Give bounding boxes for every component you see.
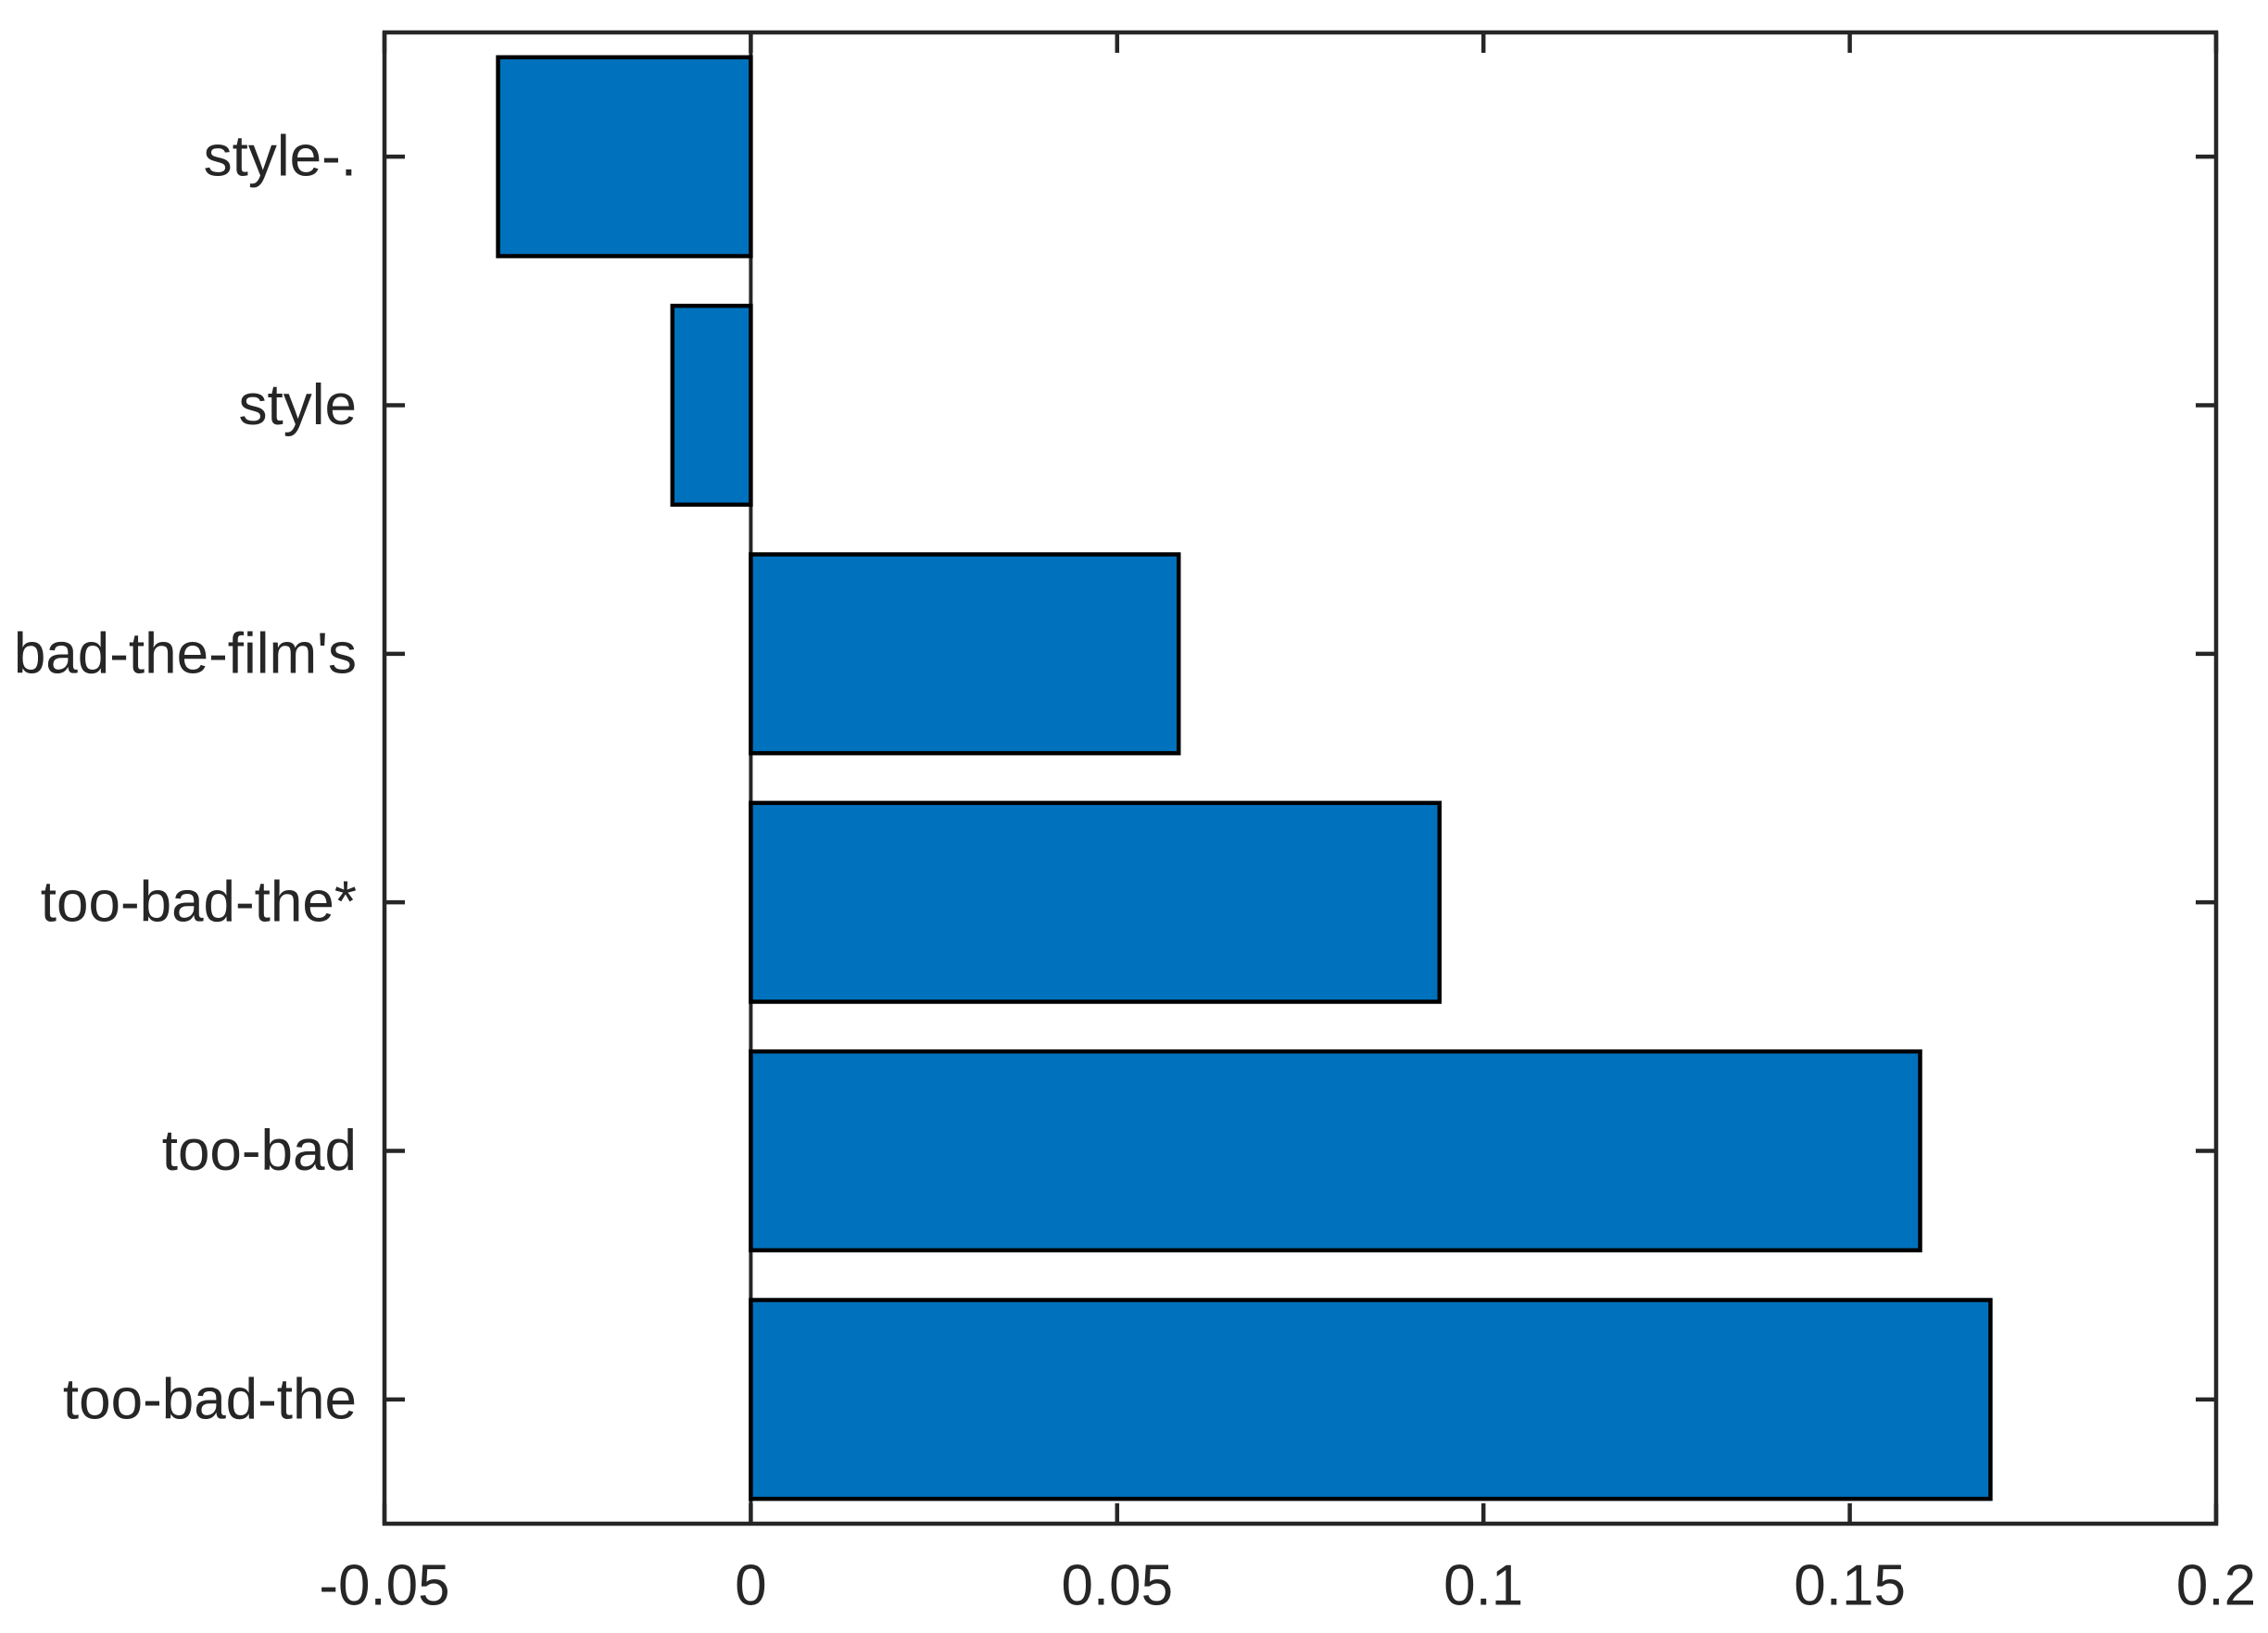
x-tick-label: -0.05 — [319, 1554, 449, 1618]
x-tick-label: 0.2 — [2176, 1554, 2256, 1618]
y-tick-label: too-bad-the* — [41, 871, 357, 935]
x-tick-label: 0.15 — [1794, 1554, 1906, 1618]
y-tick-label: bad-the-film's — [14, 622, 357, 685]
x-tick-label: 0.05 — [1061, 1554, 1173, 1618]
x-tick-label: 0.1 — [1443, 1554, 1523, 1618]
y-tick-label: style — [239, 373, 357, 437]
bar — [749, 1049, 1922, 1253]
bar — [749, 1298, 1993, 1501]
y-tick-label: too-bad-the — [63, 1367, 357, 1431]
axes-box — [382, 30, 2219, 1526]
y-tick-label: too-bad — [162, 1119, 357, 1183]
x-tick-label: 0 — [735, 1554, 766, 1618]
bar — [670, 303, 753, 508]
y-tick-label: style-. — [204, 125, 357, 189]
bar — [749, 552, 1181, 756]
bar — [749, 800, 1443, 1004]
bar — [496, 55, 753, 258]
